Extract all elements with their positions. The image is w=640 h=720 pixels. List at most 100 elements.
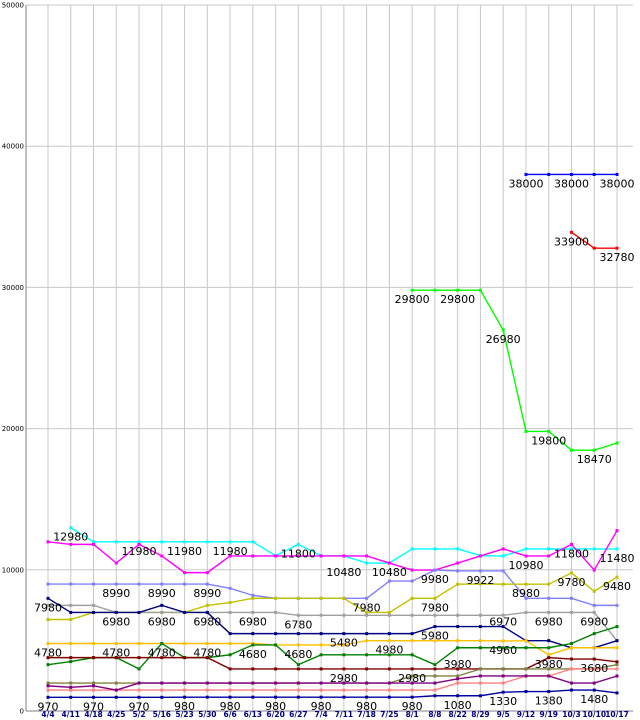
y-tick-label: 50000 — [2, 2, 24, 10]
data-point — [387, 688, 391, 692]
data-point — [92, 688, 96, 692]
data-label: 12980 — [53, 531, 88, 544]
data-point — [547, 674, 551, 678]
data-point — [547, 554, 551, 558]
data-label: 4960 — [489, 644, 517, 657]
data-label: 9980 — [421, 573, 449, 586]
data-point — [183, 582, 187, 586]
data-point — [365, 632, 369, 636]
data-point — [478, 694, 482, 698]
x-tick-label: 10/10 — [582, 710, 606, 719]
data-point — [46, 596, 50, 600]
data-point — [615, 603, 619, 607]
data-label: 1480 — [580, 693, 608, 706]
data-point — [183, 540, 187, 544]
data-point — [46, 695, 50, 699]
data-point — [92, 603, 96, 607]
data-label: 9922 — [466, 574, 494, 587]
data-point — [387, 695, 391, 699]
data-point — [524, 610, 528, 614]
data-label: 4980 — [375, 644, 403, 657]
data-point — [92, 540, 96, 544]
data-label: 980 — [174, 700, 195, 713]
data-point — [365, 688, 369, 692]
data-point — [92, 656, 96, 660]
data-point — [342, 688, 346, 692]
data-point — [615, 646, 619, 650]
data-point — [114, 610, 118, 614]
data-point — [319, 681, 323, 685]
data-point — [92, 681, 96, 685]
data-point — [569, 448, 573, 452]
data-point — [410, 547, 414, 551]
x-tick-label: 6/27 — [289, 710, 307, 719]
data-point — [387, 613, 391, 617]
data-point — [478, 639, 482, 643]
data-point — [501, 547, 505, 551]
data-point — [501, 681, 505, 685]
data-label: 19800 — [531, 434, 566, 447]
data-point — [205, 540, 209, 544]
data-point — [46, 681, 50, 685]
data-point — [410, 632, 414, 636]
data-point — [433, 547, 437, 551]
data-label: 980 — [265, 700, 286, 713]
data-point — [183, 656, 187, 660]
data-point — [228, 586, 232, 590]
data-point — [569, 172, 573, 176]
data-label: 5480 — [330, 637, 358, 650]
x-tick-label: 8/29 — [471, 710, 489, 719]
series-line — [47, 675, 618, 691]
data-label: 11980 — [213, 545, 248, 558]
data-point — [251, 554, 255, 558]
data-point — [592, 172, 596, 176]
data-point — [478, 646, 482, 650]
data-point — [137, 695, 141, 699]
data-point — [547, 429, 551, 433]
data-point — [569, 646, 573, 650]
data-point — [615, 667, 619, 671]
data-point — [387, 667, 391, 671]
data-point — [160, 688, 164, 692]
data-point — [524, 646, 528, 650]
x-tick-label: 4/25 — [107, 710, 125, 719]
data-point — [569, 230, 573, 234]
data-point — [615, 441, 619, 445]
data-point — [183, 642, 187, 646]
x-tick-label: 6/20 — [266, 710, 284, 719]
data-point — [478, 674, 482, 678]
data-label: 7980 — [421, 601, 449, 614]
data-point — [137, 582, 141, 586]
data-point — [478, 613, 482, 617]
data-point — [46, 684, 50, 688]
data-point — [183, 681, 187, 685]
data-point — [251, 695, 255, 699]
data-label: 4780 — [193, 647, 221, 660]
x-tick-label: 4/18 — [84, 710, 102, 719]
series-group — [569, 230, 619, 250]
x-tick-label: 5/30 — [198, 710, 216, 719]
data-point — [137, 542, 141, 546]
data-point — [46, 603, 50, 607]
data-point — [296, 667, 300, 671]
data-point — [524, 690, 528, 694]
series-group — [46, 674, 619, 692]
data-point — [160, 681, 164, 685]
data-point — [46, 688, 50, 692]
data-point — [387, 653, 391, 657]
data-point — [456, 613, 460, 617]
data-point — [456, 561, 460, 565]
data-point — [478, 288, 482, 292]
data-point — [547, 596, 551, 600]
data-label: 29800 — [395, 293, 430, 306]
data-point — [319, 688, 323, 692]
data-point — [456, 288, 460, 292]
data-point — [569, 610, 573, 614]
data-point — [319, 632, 323, 636]
data-point — [319, 613, 323, 617]
data-point — [274, 554, 278, 558]
data-point — [501, 690, 505, 694]
data-point — [319, 554, 323, 558]
data-point — [228, 695, 232, 699]
data-point — [569, 547, 573, 551]
